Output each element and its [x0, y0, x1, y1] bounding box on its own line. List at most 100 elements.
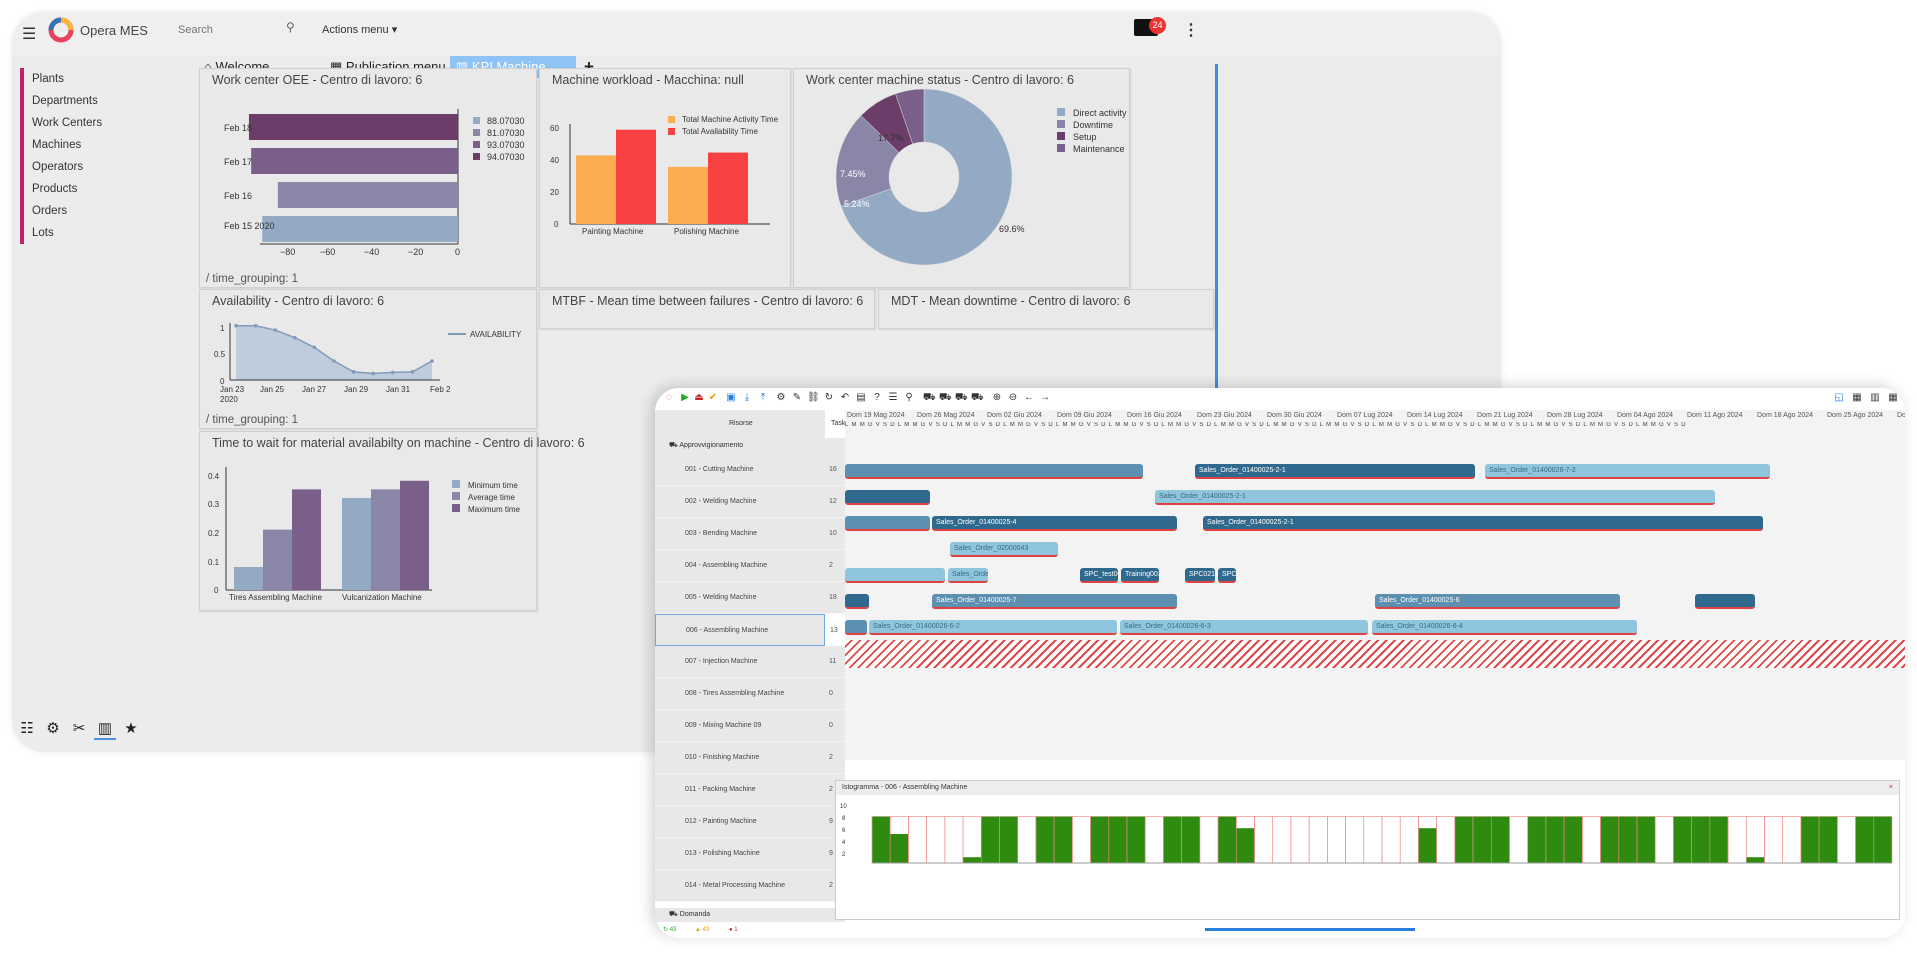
resource-row[interactable]: 009 - Mixing Machine 09 0: [655, 710, 845, 742]
truck-icon[interactable]: ⛟: [955, 392, 968, 403]
gantt-bar[interactable]: SPC021000: [1185, 568, 1215, 583]
wait-bar: [400, 480, 429, 590]
settings-icon[interactable]: ⚙: [776, 392, 786, 403]
resource-row[interactable]: 004 - Assembling Machine 2: [655, 550, 845, 582]
arrow-right-icon[interactable]: →: [1040, 392, 1050, 403]
wait-bar: [342, 498, 371, 590]
hist-bar: [1691, 816, 1710, 863]
search-icon[interactable]: ⚲: [286, 20, 295, 34]
gantt-bar[interactable]: [845, 516, 930, 531]
view-icon[interactable]: ▦: [1888, 392, 1898, 403]
hist-bar: [1528, 816, 1546, 863]
gantt-bar[interactable]: Sales_Orde: [948, 568, 988, 583]
actions-menu[interactable]: Actions menu ▾: [322, 24, 398, 36]
gantt-bar[interactable]: SPC: [1218, 568, 1236, 583]
wait-bar: [292, 489, 321, 590]
resource-row[interactable]: 011 - Packing Machine 2: [655, 774, 845, 806]
truck-icon[interactable]: ⛟: [923, 392, 936, 403]
actions-menu-label: Actions menu: [322, 24, 389, 36]
gantt-bar[interactable]: [845, 568, 945, 583]
save-icon[interactable]: ▣: [726, 392, 736, 403]
week-header: Dom 21 Lug 2024: [1477, 412, 1533, 419]
hist-bar: [1619, 816, 1637, 863]
link-icon[interactable]: ⛓: [807, 392, 820, 403]
more-menu-icon[interactable]: ⋮: [1183, 22, 1199, 39]
scrollbar[interactable]: [1215, 64, 1218, 604]
resource-task-count: 12: [829, 498, 837, 505]
gantt-bar[interactable]: Training0034: [1121, 568, 1159, 583]
arrow-left-icon[interactable]: ←: [1024, 392, 1034, 403]
resource-row[interactable]: 005 - Welding Machine 18: [655, 582, 845, 614]
wait-ytick: 0.2: [208, 529, 220, 538]
resource-row[interactable]: 001 - Cutting Machine 16: [655, 454, 845, 486]
gantt-bar[interactable]: Sales_Order_01400026-7-2: [1485, 464, 1770, 479]
eject-icon[interactable]: ⏏: [694, 392, 704, 403]
close-icon[interactable]: ×: [1888, 784, 1893, 791]
resource-row[interactable]: 006 - Assembling Machine 13: [655, 614, 838, 646]
gantt-bar[interactable]: Sales_Order_01400025-6: [1375, 594, 1620, 609]
resource-row[interactable]: 008 - Tires Assembling Machine 0: [655, 678, 845, 710]
zoom-out-icon[interactable]: ⊖: [1008, 392, 1018, 403]
search-icon[interactable]: ⚲: [905, 392, 913, 403]
gantt-bar[interactable]: Sales_Order_01400025-4: [932, 516, 1177, 531]
gantt-window: ◌ ▶ ⏏ ✔ ▣ ⤓ ⤒ ⚙ ✎ ⛓ ↻ ↶ ▤ ? ☰ ⚲ ⛟ ⛟ ⛟ ⛟ …: [655, 388, 1905, 938]
brush-icon[interactable]: ✎: [792, 392, 802, 403]
week-header: Dom 07 Lug 2024: [1337, 412, 1393, 419]
hamburger-menu-icon[interactable]: ☰: [22, 26, 37, 43]
group-top: ⛟ Approvvigionamento: [655, 438, 845, 454]
gantt-bar[interactable]: Sales_Order_01400026-6-2: [869, 620, 1117, 635]
gantt-bar[interactable]: Sales_Order_01400025-2-1: [1195, 464, 1475, 479]
gantt-bar[interactable]: [845, 594, 869, 609]
play-icon[interactable]: ▶: [681, 392, 689, 403]
view-icon[interactable]: ▦: [1852, 392, 1862, 403]
resource-row[interactable]: 013 - Polishing Machine 9: [655, 838, 845, 870]
gantt-bar[interactable]: Sales_Order_01400026-6-3: [1120, 620, 1368, 635]
gantt-bar[interactable]: Sales_Order_02000043: [950, 542, 1058, 557]
view-icon[interactable]: ◱: [1834, 392, 1844, 403]
gantt-bar[interactable]: [845, 464, 1143, 479]
gantt-bar[interactable]: Sales_Order_01400025-2-1: [1155, 490, 1715, 505]
gantt-bar[interactable]: [845, 490, 930, 505]
group-top-label: Approvvigionamento: [679, 442, 744, 449]
add-tab-icon[interactable]: +: [584, 57, 594, 76]
gantt-bar[interactable]: SPC_test0018: [1080, 568, 1118, 583]
check-icon[interactable]: ✔: [708, 392, 718, 403]
search-input[interactable]: [178, 20, 298, 40]
gantt-bar[interactable]: Sales_Order_01400025-7: [932, 594, 1177, 609]
wait-chart: 0 0.1 0.2 0.3 0.4 Tires Assembling Machi…: [208, 467, 521, 602]
list-icon[interactable]: ☰: [888, 392, 898, 403]
tools-icon[interactable]: ✂: [72, 720, 86, 737]
timeline-scrollbar[interactable]: [1205, 928, 1415, 931]
resource-row[interactable]: 003 - Bending Machine 10: [655, 518, 845, 550]
truck-icon[interactable]: ⛟: [939, 392, 952, 403]
resource-name: 008 - Tires Assembling Machine: [685, 690, 785, 697]
undo-icon[interactable]: ↶: [840, 392, 850, 403]
gantt-bar[interactable]: [1695, 594, 1755, 609]
resource-task-count: 11: [829, 658, 837, 665]
resource-row[interactable]: 012 - Painting Machine 9: [655, 806, 845, 838]
chart-icon[interactable]: ▥: [94, 718, 116, 740]
gantt-bar[interactable]: Sales_Order_01400025-2-1: [1203, 516, 1763, 531]
refresh-icon[interactable]: ↻: [824, 392, 834, 403]
upload-icon[interactable]: ⤒: [760, 392, 766, 403]
pie-slice: [840, 89, 1013, 266]
gantt-bar[interactable]: [845, 620, 867, 635]
list-icon[interactable]: ☷: [20, 720, 34, 737]
hist-capacity: [1290, 816, 1310, 864]
chart-icon[interactable]: ▥: [1870, 392, 1880, 403]
help-icon[interactable]: ?: [874, 392, 880, 403]
week-header: Dom 28 Lug 2024: [1547, 412, 1603, 419]
download-icon[interactable]: ⤓: [744, 392, 750, 403]
zoom-in-icon[interactable]: ⊕: [992, 392, 1002, 403]
gantt-bar[interactable]: Sales_Order_01400026-6-4: [1372, 620, 1637, 635]
resource-row[interactable]: 007 - Injection Machine 11: [655, 646, 845, 678]
resource-row[interactable]: 002 - Welding Machine 12: [655, 486, 845, 518]
toolbox-icon[interactable]: ⚙: [46, 720, 60, 737]
resource-row[interactable]: 014 - Metal Processing Machine 2: [655, 870, 845, 902]
hist-bar: [1801, 816, 1819, 863]
star-icon[interactable]: ★: [124, 720, 138, 737]
truck-icon[interactable]: ⛟: [971, 392, 984, 403]
resource-row[interactable]: 010 - Finishing Machine 2: [655, 742, 845, 774]
notifications-icon[interactable]: ▤: [856, 392, 866, 403]
oee-panel: Work center OEE - Centro di lavoro: 6 Fe…: [199, 68, 537, 288]
